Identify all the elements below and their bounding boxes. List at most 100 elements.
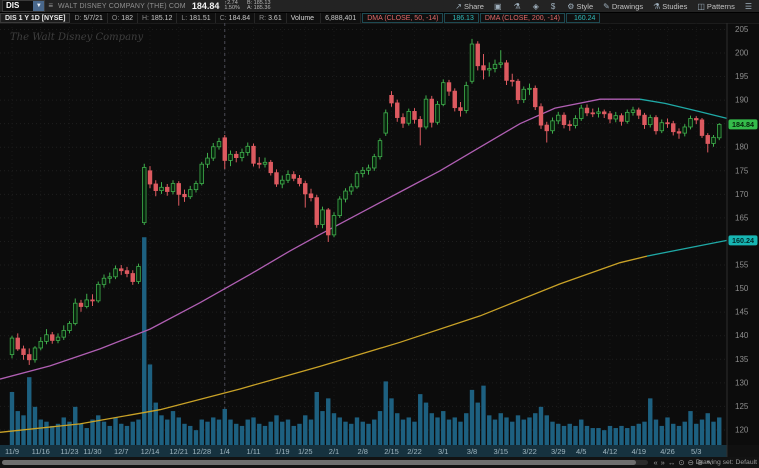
chart-scrollbar-track[interactable] (2, 460, 648, 465)
dma200-line (0, 255, 648, 433)
svg-text:205: 205 (735, 25, 749, 34)
svg-text:140: 140 (735, 331, 749, 340)
volume-study-label[interactable]: Volume (287, 13, 322, 23)
top-toolbar: DIS ▼ ≡ WALT DISNEY COMPANY (THE) COM 18… (0, 0, 759, 13)
svg-text:4/19: 4/19 (631, 447, 646, 456)
drawings-button[interactable]: ✎ Drawings (603, 1, 644, 11)
svg-text:155: 155 (735, 261, 749, 270)
svg-text:180: 180 (735, 143, 749, 152)
dma-price-bubble: 160.24 (728, 235, 758, 246)
dma50-displaced-line (639, 98, 728, 119)
snapshot-icon: ▣ (493, 1, 502, 11)
svg-text:150: 150 (735, 284, 749, 293)
svg-text:190: 190 (735, 96, 749, 105)
price-axis[interactable]: 205 200 195 190 180 175 170 165 155 150 145 140 135 1… (735, 25, 749, 435)
instrument-settings-icon[interactable]: ≡ (48, 1, 54, 10)
symbol-dropdown[interactable]: DIS ▼ (2, 0, 46, 12)
drawing-set-label[interactable]: Drawing set: Default (695, 459, 757, 466)
dma50-value: 186.13 (444, 13, 479, 23)
dma200-displaced-line (646, 239, 728, 257)
pan-left-icon[interactable]: « (653, 458, 658, 467)
volume-series (9, 237, 722, 445)
svg-text:160.24: 160.24 (732, 236, 754, 245)
share-button[interactable]: ↗ Share (455, 1, 484, 11)
target-button[interactable]: ◈ (533, 2, 541, 11)
svg-text:135: 135 (735, 355, 749, 364)
chart-scrollbar-thumb[interactable] (2, 460, 636, 465)
gear-icon: ⚙ (567, 1, 575, 11)
svg-text:170: 170 (735, 190, 749, 199)
svg-text:165: 165 (735, 213, 749, 222)
ask-value: A: 185.36 (246, 5, 271, 11)
svg-text:5/3: 5/3 (691, 447, 701, 456)
style-button[interactable]: ⚙ Style (567, 1, 594, 11)
dma200-study[interactable]: DMA (CLOSE, 200, -14) (479, 13, 565, 23)
chevron-down-icon[interactable]: ▼ (33, 1, 45, 11)
share-icon: ↗ (455, 1, 462, 11)
snapshot-button[interactable]: ▣ (494, 2, 504, 11)
date-axis-corner (727, 445, 759, 457)
gridlines (0, 23, 727, 445)
date-axis-strip[interactable] (0, 445, 727, 457)
last-price: 184.84 (191, 1, 220, 11)
auto-fit-icon[interactable]: ↔ (667, 458, 676, 467)
svg-text:184.84: 184.84 (732, 120, 754, 129)
symbol-text: DIS (6, 1, 20, 10)
dma200-value: 160.24 (565, 13, 601, 23)
svg-text:2/22: 2/22 (407, 447, 422, 456)
candle-series (9, 38, 722, 365)
patterns-icon: ◫ (697, 1, 705, 11)
analyze-button[interactable]: ⚗ (514, 2, 523, 11)
svg-text:1/19: 1/19 (275, 447, 290, 456)
svg-text:11/9: 11/9 (5, 447, 19, 456)
svg-text:4/5: 4/5 (576, 447, 586, 456)
trade-button[interactable]: $ (551, 2, 557, 11)
svg-text:11/16: 11/16 (32, 447, 50, 456)
svg-text:11/30: 11/30 (83, 447, 101, 456)
dma50-study[interactable]: DMA (CLOSE, 50, -14) (362, 13, 444, 23)
svg-text:2/15: 2/15 (384, 447, 399, 456)
zoom-out-icon[interactable]: ⊖ (687, 458, 694, 467)
svg-text:4/26: 4/26 (660, 447, 675, 456)
high-field: H: 185.12 (138, 13, 178, 23)
dma50-line (0, 98, 640, 380)
bid-value: B: 185.13 (246, 0, 271, 6)
net-change: ↑2.74 (224, 0, 238, 6)
patterns-button[interactable]: ◫ Patterns (697, 1, 735, 11)
change-block: ↑2.74 1.50% (224, 0, 240, 12)
menu-button[interactable]: ☰ (745, 2, 754, 11)
volume-value: 6,888,401 (321, 13, 362, 23)
svg-text:200: 200 (735, 49, 749, 58)
svg-text:120: 120 (735, 425, 749, 434)
reset-view-icon[interactable]: ⊙ (678, 458, 685, 467)
svg-text:3/1: 3/1 (438, 447, 448, 456)
pan-right-icon[interactable]: » (660, 458, 665, 467)
close-field: C: 184.84 (216, 13, 256, 23)
svg-text:12/14: 12/14 (141, 447, 160, 456)
dollar-icon: $ (550, 1, 556, 11)
svg-text:12/28: 12/28 (192, 447, 211, 456)
svg-text:12/21: 12/21 (169, 447, 188, 456)
zoom-in-icon[interactable]: ⊕ (696, 458, 704, 467)
range-field: R: 3.61 (255, 13, 287, 23)
svg-text:4/12: 4/12 (603, 447, 618, 456)
flask-icon: ⚗ (653, 1, 661, 11)
cursor-icon[interactable]: ↖ (706, 458, 713, 467)
toolbar-right-group: ↗ Share ▣ ⚗ ◈ $ ⚙ Style ✎ Drawings ⚗ Stu… (450, 2, 759, 11)
chart-title[interactable]: DIS 1 Y 1D [NYSE] (0, 13, 71, 23)
svg-text:3/29: 3/29 (551, 447, 566, 456)
last-price-bubble: 184.84 (728, 119, 758, 130)
date-axis[interactable]: 11/9 11/16 11/23 11/30 12/7 12/14 12/21 12/28 1/… (5, 447, 701, 456)
svg-text:175: 175 (735, 166, 749, 175)
svg-text:3/22: 3/22 (522, 447, 537, 456)
percent-change: 1.50% (224, 5, 240, 11)
studies-button[interactable]: ⚗ Studies (653, 1, 688, 11)
hamburger-icon: ☰ (744, 1, 752, 11)
svg-text:12/7: 12/7 (114, 447, 129, 456)
pencil-icon: ✎ (603, 1, 610, 11)
date-field: D: 5/7/21 (70, 13, 108, 23)
svg-text:2/8: 2/8 (358, 447, 368, 456)
target-icon: ◈ (532, 1, 539, 11)
price-chart[interactable]: 205 200 195 190 180 175 170 165 155 150 145 140 135 1… (0, 23, 759, 457)
bid-ask-block: B: 185.13 A: 185.36 (246, 0, 271, 12)
